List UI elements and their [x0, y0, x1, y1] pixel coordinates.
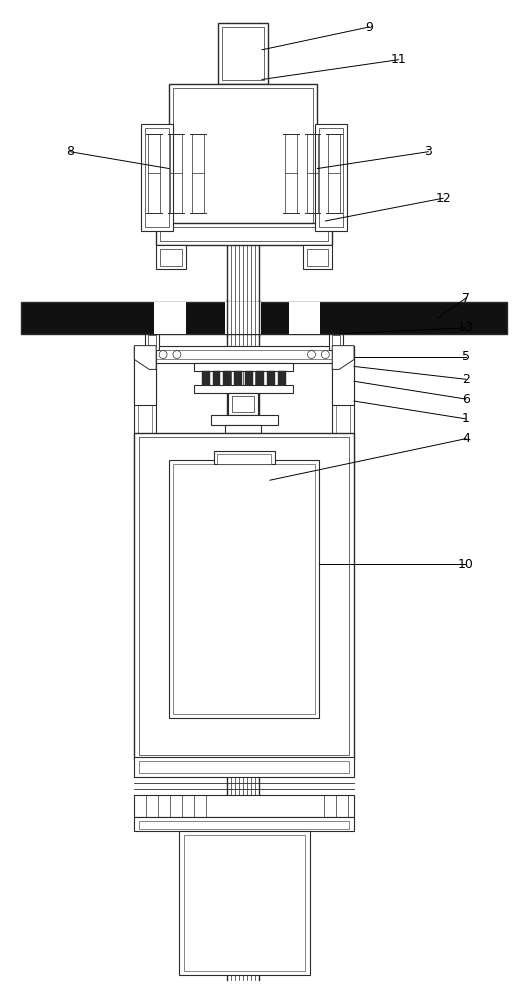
Text: 12: 12	[435, 192, 451, 205]
Bar	[173, 88, 314, 235]
Bar	[138, 350, 350, 359]
Text: 2: 2	[462, 373, 470, 386]
Bar	[329, 332, 343, 350]
Text: 6: 6	[462, 393, 470, 406]
Text: 3: 3	[425, 145, 432, 158]
Bar	[332, 346, 354, 519]
Bar	[256, 371, 264, 385]
Text: 7: 7	[462, 292, 470, 305]
Bar	[145, 128, 169, 227]
Bar	[303, 245, 332, 269]
Bar	[169, 84, 317, 238]
Bar	[232, 396, 254, 412]
Bar	[139, 437, 349, 755]
Bar	[267, 371, 275, 385]
Text: 13: 13	[458, 321, 474, 334]
Bar	[21, 302, 507, 334]
Bar	[142, 124, 173, 231]
Bar	[278, 371, 286, 385]
Bar	[315, 124, 347, 231]
Bar	[156, 223, 332, 245]
Bar	[156, 245, 186, 269]
Bar	[332, 335, 340, 347]
Text: 10: 10	[458, 558, 474, 571]
Bar	[145, 332, 159, 350]
Bar	[160, 249, 182, 266]
Bar	[289, 302, 320, 334]
Bar	[245, 371, 253, 385]
Bar	[223, 371, 231, 385]
Bar	[213, 451, 275, 464]
Text: 5: 5	[462, 350, 470, 363]
Bar	[332, 346, 354, 405]
Bar	[135, 817, 354, 831]
Bar	[135, 433, 354, 759]
Bar	[160, 227, 328, 241]
Bar	[229, 393, 258, 415]
Bar	[218, 454, 271, 464]
Bar	[135, 757, 354, 777]
Bar	[225, 425, 261, 433]
Bar	[222, 27, 264, 80]
Text: 4: 4	[462, 432, 470, 445]
Bar	[202, 371, 210, 385]
Bar	[139, 761, 349, 773]
Bar	[179, 831, 309, 975]
Bar	[194, 363, 293, 371]
Bar	[154, 302, 186, 334]
Bar	[184, 835, 305, 971]
Bar	[211, 415, 278, 425]
Bar	[234, 371, 242, 385]
Bar	[148, 335, 156, 347]
Bar	[194, 385, 293, 393]
Text: 11: 11	[391, 53, 407, 66]
Bar	[319, 128, 343, 227]
Bar	[225, 302, 261, 334]
Bar	[169, 460, 319, 718]
Bar	[213, 371, 221, 385]
Bar	[139, 821, 349, 829]
Bar	[307, 249, 328, 266]
Text: 8: 8	[66, 145, 74, 158]
Bar	[138, 350, 152, 515]
Polygon shape	[332, 346, 354, 369]
Bar	[219, 23, 268, 84]
Polygon shape	[135, 346, 156, 369]
Bar	[173, 464, 315, 714]
Text: 9: 9	[365, 21, 373, 34]
Bar	[336, 350, 350, 515]
Bar	[135, 346, 354, 363]
Text: 1: 1	[462, 412, 470, 425]
Bar	[135, 795, 354, 817]
Bar	[135, 346, 156, 519]
Bar	[135, 346, 156, 405]
